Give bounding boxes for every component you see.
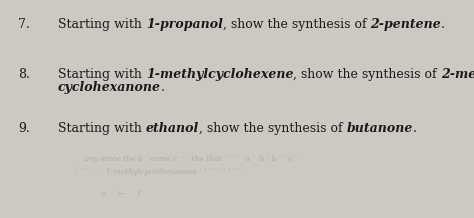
Text: 2-methyl-: 2-methyl- — [441, 68, 474, 81]
Text: 1-methylcyclohexene: 1-methylcyclohexene — [146, 68, 293, 81]
Text: ,    any since the b ‘ come c  ’  ‘the that ‘ ‘ ‘ ‘ ‘a ‘ ‘b ‘ b ‘ ‘ c‘ ‘: , any since the b ‘ come c ’ ‘the that ‘… — [30, 155, 300, 163]
Text: .: . — [413, 122, 417, 135]
Text: ethanol: ethanol — [146, 122, 199, 135]
Text: 8.: 8. — [18, 68, 30, 81]
Text: Starting with: Starting with — [58, 122, 146, 135]
Text: , show the synthesis of: , show the synthesis of — [199, 122, 347, 135]
Text: 1-propanol: 1-propanol — [146, 18, 223, 31]
Text: Starting with: Starting with — [58, 18, 146, 31]
Text: .: . — [441, 18, 445, 31]
Text: v     ←    ↑: v ← ↑ — [100, 190, 142, 198]
Text: cyclohexanone: cyclohexanone — [58, 81, 161, 94]
Text: .: . — [161, 81, 165, 94]
Text: , show the synthesis of: , show the synthesis of — [293, 68, 441, 81]
Text: 2-pentene: 2-pentene — [370, 18, 441, 31]
Text: 7.: 7. — [18, 18, 30, 31]
Text: 9.: 9. — [18, 122, 30, 135]
Text: Starting with: Starting with — [58, 68, 146, 81]
Text: ‘ ‘ ‘  ‘ ‘   1-methylcyclohexanone ‘ ‘ ‘ ‘ ‘ ‘ ‘ ‘ ‘ ‘: ‘ ‘ ‘ ‘ ‘ 1-methylcyclohexanone ‘ ‘ ‘ ‘ … — [30, 168, 245, 176]
Text: , show the synthesis of: , show the synthesis of — [223, 18, 370, 31]
Text: butanone: butanone — [347, 122, 413, 135]
